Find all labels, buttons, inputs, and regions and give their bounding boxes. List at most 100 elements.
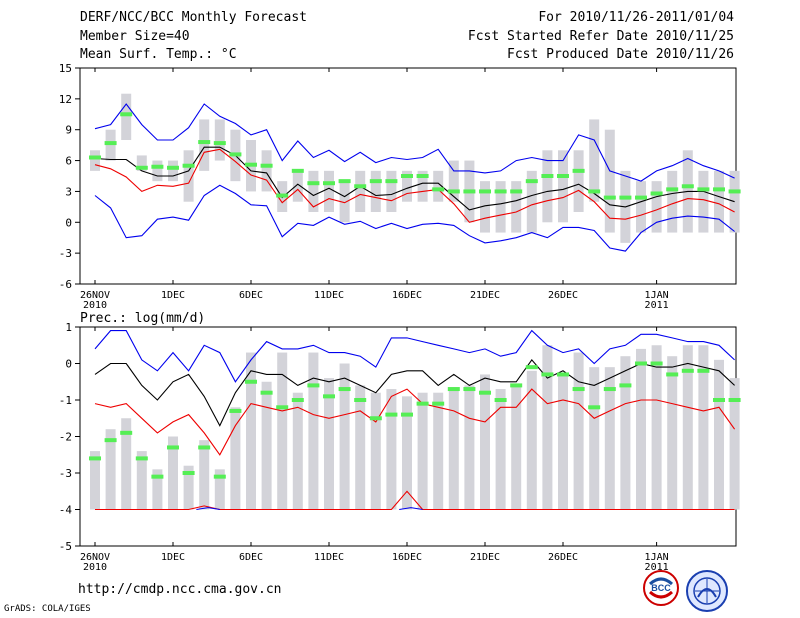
temp-box xyxy=(495,181,506,233)
temp-median-mark xyxy=(432,187,445,192)
temp-box xyxy=(214,119,225,161)
fcst-start-date: Fcst Started Refer Date 2010/11/25 xyxy=(467,29,734,44)
temp-xtick-label: 1JAN xyxy=(645,290,669,301)
temp-box xyxy=(136,155,147,171)
temp-median-mark xyxy=(385,179,398,184)
prec-floor-spike xyxy=(399,507,423,510)
temp-xtick-year: 2010 xyxy=(83,300,107,311)
temp-xtick-label: 1DEC xyxy=(161,290,185,301)
bcc-logo-text: BCC xyxy=(651,583,671,593)
temp-median-mark xyxy=(713,187,725,192)
prec-box xyxy=(651,345,662,510)
temp-median-mark xyxy=(229,152,242,157)
temp-box xyxy=(511,181,522,233)
prec-xtick-label: 21DEC xyxy=(470,552,500,563)
prec-xtick-label: 26DEC xyxy=(548,552,578,563)
temp-box xyxy=(402,170,412,202)
prec-box xyxy=(308,352,319,510)
temp-box xyxy=(168,160,178,182)
temp-box xyxy=(526,170,537,233)
prec-box xyxy=(90,451,100,510)
prec-median-mark xyxy=(479,390,491,395)
prec-median-mark xyxy=(728,398,741,402)
prec-ytick-label: -4 xyxy=(59,504,73,517)
prec-box xyxy=(136,451,147,510)
bcc-logo: BCC xyxy=(643,570,679,606)
temp-box xyxy=(308,170,319,212)
prec-median-mark xyxy=(104,438,117,443)
prec-xtick-year: 2010 xyxy=(83,562,107,573)
temp-median-mark xyxy=(603,195,616,200)
temp-box xyxy=(324,170,334,212)
temp-median-mark xyxy=(182,163,195,168)
prec-median-mark xyxy=(276,405,289,410)
prec-median-mark xyxy=(135,456,148,461)
prec-box xyxy=(698,345,709,510)
prec-median-mark xyxy=(213,474,226,479)
temp-box xyxy=(261,150,272,192)
temp-ytick-label: 0 xyxy=(65,216,72,229)
temp-median-mark xyxy=(650,191,663,196)
temp-box xyxy=(433,170,444,202)
prec-box xyxy=(324,378,334,510)
temp-line-upper xyxy=(94,103,735,182)
prec-box xyxy=(558,374,568,510)
temp-median-mark xyxy=(447,189,460,194)
prec-box xyxy=(464,385,475,510)
temp-median-mark xyxy=(323,181,335,186)
prec-box xyxy=(105,429,116,510)
prec-ytick-label: 0 xyxy=(65,358,72,371)
prec-xtick-label: 1DEC xyxy=(161,552,185,563)
prec-box xyxy=(417,392,428,510)
ncc-logo xyxy=(686,570,728,612)
prec-median-mark xyxy=(354,398,367,402)
prec-box xyxy=(292,392,303,510)
prec-median-mark xyxy=(401,412,413,417)
temp-box xyxy=(90,150,100,171)
temp-box xyxy=(370,170,381,212)
temp-ytick-label: 9 xyxy=(65,124,72,137)
prec-box xyxy=(526,370,537,510)
temp-box xyxy=(667,170,678,233)
temp-median-mark xyxy=(120,112,133,117)
prec-median-mark xyxy=(432,401,445,406)
temp-median-mark xyxy=(479,189,491,194)
temp-median-mark xyxy=(198,140,211,145)
temp-ytick-label: 15 xyxy=(59,62,72,75)
temp-box xyxy=(448,160,459,202)
temp-median-mark xyxy=(572,168,585,173)
temp-box xyxy=(121,93,132,140)
prec-median-mark xyxy=(494,398,507,402)
temp-median-mark xyxy=(416,174,429,178)
temp-median-mark xyxy=(666,187,679,192)
temp-ytick-label: 3 xyxy=(65,185,72,198)
prec-box xyxy=(511,385,522,510)
prec-box xyxy=(682,345,693,510)
prec-box xyxy=(604,367,615,510)
chart-title: DERF/NCC/BCC Monthly Forecast xyxy=(80,10,307,25)
prec-xtick-label: 6DEC xyxy=(239,552,263,563)
prec-xtick-year: 2011 xyxy=(645,562,669,573)
temp-median-mark xyxy=(104,141,117,146)
prec-xtick-label: 16DEC xyxy=(392,552,422,563)
prec-box xyxy=(355,385,366,510)
prec-box xyxy=(277,352,288,510)
prec-xtick-label: 1JAN xyxy=(645,552,669,563)
prec-floor-spike xyxy=(196,507,220,510)
temp-box xyxy=(698,170,709,233)
prec-ytick-label: -5 xyxy=(59,540,72,553)
temp-median-mark xyxy=(557,174,569,178)
prec-median-mark xyxy=(666,372,679,377)
prec-median-mark xyxy=(245,379,257,384)
temp-median-mark xyxy=(260,163,273,168)
prec-ytick-label: -3 xyxy=(59,467,72,480)
source-url[interactable]: http://cmdp.ncc.cma.gov.cn xyxy=(78,582,282,597)
prec-median-mark xyxy=(619,383,632,388)
prec-median-mark xyxy=(198,445,211,450)
temp-box xyxy=(636,181,646,233)
prec-box xyxy=(199,440,210,510)
temp-box xyxy=(386,170,397,212)
prec-median-mark xyxy=(603,387,616,392)
temp-median-mark xyxy=(89,155,101,160)
prec-box xyxy=(386,389,397,510)
